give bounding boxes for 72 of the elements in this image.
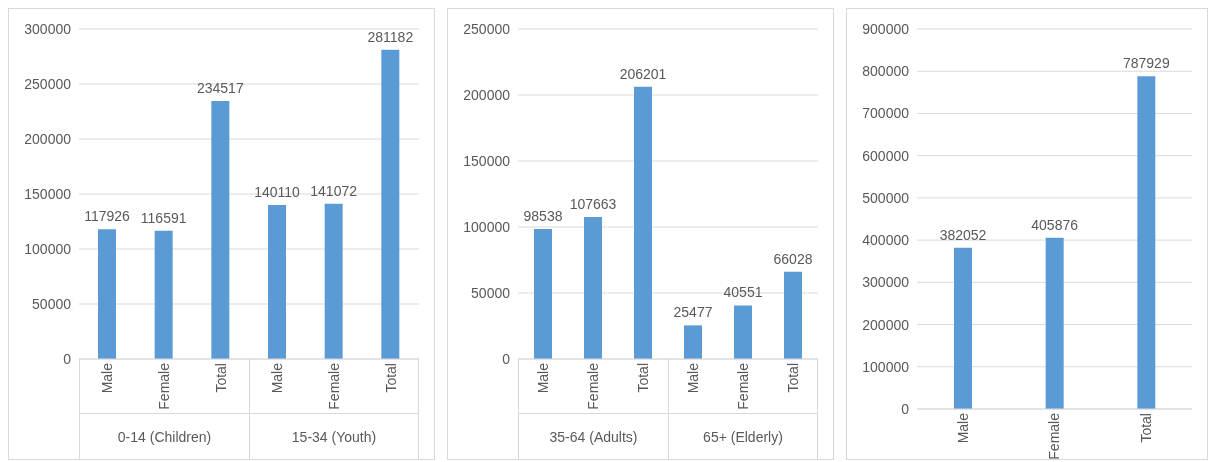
bar [634, 86, 652, 359]
x-tick-label: Male [534, 362, 551, 394]
data-label: 98538 [523, 207, 563, 224]
x-tick-label: Total [212, 363, 229, 393]
bar [954, 247, 972, 409]
data-label: 40551 [723, 284, 763, 301]
text: 65+ (Elderly) [669, 413, 817, 459]
data-label: 234517 [196, 80, 244, 97]
x-tick-label: Female [155, 362, 172, 410]
y-tick-label: 300000 [24, 20, 72, 37]
bar [268, 204, 286, 359]
y-tick-label: 100000 [463, 218, 511, 235]
bar [584, 216, 602, 359]
y-tick-label: 200000 [24, 130, 72, 147]
bar [1137, 76, 1156, 409]
data-label: 141072 [310, 182, 358, 199]
data-label: 787929 [1122, 55, 1170, 72]
y-tick-label: 150000 [463, 152, 511, 169]
data-label: 206201 [619, 65, 667, 82]
data-label: 107663 [569, 195, 617, 212]
text: 35-64 (Adults) [519, 413, 668, 459]
y-tick-label: 600000 [862, 147, 910, 164]
y-tick-label: 200000 [463, 86, 511, 103]
y-tick-label: 300000 [862, 274, 910, 291]
bar [1045, 237, 1064, 409]
y-tick-label: 250000 [463, 20, 511, 37]
y-tick-label: 100000 [24, 240, 72, 257]
y-tick-label: 900000 [862, 20, 910, 37]
y-tick-label: 50000 [32, 295, 72, 312]
y-tick-label: 0 [502, 350, 511, 367]
y-tick-label: 100000 [862, 358, 910, 375]
x-tick-label: Female [584, 362, 601, 410]
data-label: 140110 [254, 183, 301, 200]
x-tick-label: Female [1046, 412, 1063, 460]
bar [324, 203, 343, 359]
y-tick-label: 700000 [862, 105, 910, 122]
x-tick-label: Male [954, 412, 971, 444]
data-label: 405876 [1031, 216, 1079, 233]
data-label: 66028 [773, 250, 813, 267]
bar [684, 325, 702, 359]
bar [211, 101, 230, 359]
y-tick-label: 150000 [24, 185, 72, 202]
y-tick-label: 500000 [862, 189, 910, 206]
text: 15-34 (Youth) [250, 413, 418, 459]
data-label: 116591 [140, 209, 187, 226]
bar [534, 228, 552, 359]
bar [381, 49, 400, 359]
x-tick-label: Female [325, 362, 342, 410]
y-tick-label: 400000 [862, 232, 910, 249]
y-tick-label: 0 [901, 400, 910, 417]
x-tick-label: Total [382, 363, 399, 393]
bar [98, 229, 116, 359]
x-tick-label: Male [99, 362, 116, 394]
data-label: 382052 [939, 226, 987, 243]
x-tick-label: Male [269, 362, 286, 394]
bar [154, 230, 173, 359]
y-tick-label: 250000 [24, 75, 72, 92]
text: 0-14 (Children) [80, 413, 249, 459]
y-tick-label: 0 [63, 350, 72, 367]
bar [784, 271, 802, 359]
bar [734, 305, 752, 359]
x-tick-label: Female [734, 362, 751, 410]
data-label: 25477 [673, 304, 713, 321]
data-label: 281182 [367, 28, 414, 45]
y-tick-label: 200000 [862, 316, 910, 333]
x-tick-label: Total [634, 363, 651, 393]
x-tick-label: Male [684, 362, 701, 394]
y-tick-label: 50000 [471, 284, 511, 301]
x-tick-label: Total [1138, 413, 1155, 443]
data-label: 117926 [84, 208, 131, 225]
x-tick-label: Total [784, 363, 801, 393]
y-tick-label: 800000 [862, 63, 910, 80]
